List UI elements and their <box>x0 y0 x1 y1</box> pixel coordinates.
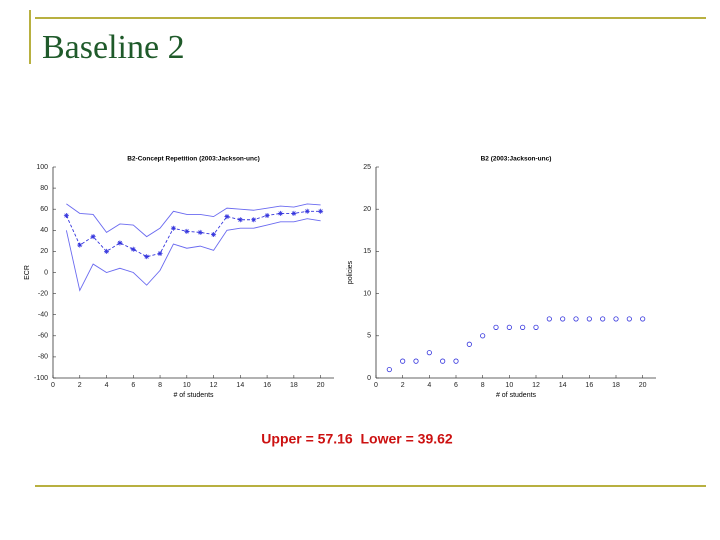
y-tick-label: 20 <box>363 206 371 213</box>
circle-marker <box>466 341 472 347</box>
star-marker <box>90 234 96 240</box>
x-tick-label: 14 <box>559 382 567 389</box>
star-marker <box>277 210 283 216</box>
x-tick-label: 6 <box>131 382 135 389</box>
star-marker <box>304 208 310 214</box>
star-marker <box>251 217 257 223</box>
circle-marker <box>506 324 512 330</box>
series-line <box>66 203 321 238</box>
y-axis-label: ECR <box>24 265 31 280</box>
x-tick-label: 12 <box>210 382 218 389</box>
circle-marker <box>520 324 526 330</box>
chart-title: B2-Concept Repetition (2003:Jackson-unc) <box>127 156 260 163</box>
x-tick-label: 20 <box>317 382 325 389</box>
x-tick-label: 12 <box>532 382 540 389</box>
circle-marker <box>493 324 499 330</box>
star-marker <box>117 240 123 246</box>
x-tick-label: 8 <box>481 382 485 389</box>
y-tick-label: 0 <box>44 269 48 276</box>
circle-marker <box>440 358 446 364</box>
circle-marker <box>480 333 486 339</box>
star-marker <box>170 225 176 231</box>
y-tick-label: 20 <box>40 248 48 255</box>
x-axis-label: # of students <box>173 392 214 399</box>
y-tick-label: -20 <box>38 290 48 297</box>
x-tick-label: 18 <box>290 382 298 389</box>
x-tick-label: 2 <box>401 382 405 389</box>
circle-marker <box>400 358 406 364</box>
y-axis-label: policies <box>347 260 354 284</box>
x-tick-label: 16 <box>263 382 271 389</box>
circle-marker <box>586 316 592 322</box>
star-marker <box>130 246 136 252</box>
x-tick-label: 4 <box>105 382 109 389</box>
y-tick-label: 100 <box>36 164 48 171</box>
star-marker <box>197 229 203 235</box>
circle-marker <box>386 366 392 373</box>
circle-marker <box>560 316 566 322</box>
x-tick-label: 18 <box>612 382 620 389</box>
x-tick-label: 20 <box>639 382 647 389</box>
x-tick-label: 0 <box>374 382 378 389</box>
x-tick-label: 10 <box>505 382 513 389</box>
x-tick-label: 14 <box>236 382 244 389</box>
star-marker <box>264 213 270 219</box>
x-tick-label: 0 <box>51 382 55 389</box>
x-tick-label: 6 <box>454 382 458 389</box>
star-marker <box>318 208 324 214</box>
star-marker <box>77 242 83 248</box>
x-tick-label: 2 <box>78 382 82 389</box>
star-marker <box>157 251 163 257</box>
y-tick-label: 40 <box>40 227 48 234</box>
y-tick-label: 10 <box>363 290 371 297</box>
y-tick-label: 25 <box>363 164 371 171</box>
circle-marker <box>453 358 459 364</box>
y-tick-label: -100 <box>34 375 48 382</box>
y-tick-label: -40 <box>38 312 48 319</box>
star-marker <box>211 232 217 238</box>
chart-title: B2 (2003:Jackson-unc) <box>481 156 552 163</box>
star-marker <box>291 210 297 216</box>
circle-marker <box>600 316 606 322</box>
circle-marker <box>413 358 419 364</box>
circle-marker <box>626 316 632 322</box>
caption: Upper = 57.16 Lower = 39.62 <box>261 431 453 447</box>
circle-marker <box>573 316 579 322</box>
star-marker <box>184 228 190 234</box>
star-marker <box>237 217 243 223</box>
circle-marker <box>546 316 552 322</box>
circle-marker <box>613 316 619 322</box>
circle-marker <box>640 316 646 322</box>
y-tick-label: 0 <box>367 375 371 382</box>
star-marker <box>104 248 110 254</box>
y-tick-label: 5 <box>367 333 371 340</box>
x-axis-label: # of students <box>496 392 537 399</box>
y-tick-label: 15 <box>363 248 371 255</box>
x-tick-label: 8 <box>158 382 162 389</box>
circle-marker <box>533 324 539 330</box>
x-tick-label: 4 <box>427 382 431 389</box>
x-tick-label: 16 <box>585 382 593 389</box>
x-tick-label: 10 <box>183 382 191 389</box>
circle-marker <box>426 350 432 356</box>
star-marker <box>63 213 69 219</box>
y-tick-label: 60 <box>40 206 48 213</box>
series-line <box>65 218 321 292</box>
y-tick-label: -60 <box>38 333 48 340</box>
star-marker <box>224 214 230 220</box>
y-tick-label: -80 <box>38 354 48 361</box>
star-marker <box>144 254 150 260</box>
y-tick-label: 80 <box>40 185 48 192</box>
slide-title: Baseline 2 <box>42 29 185 66</box>
